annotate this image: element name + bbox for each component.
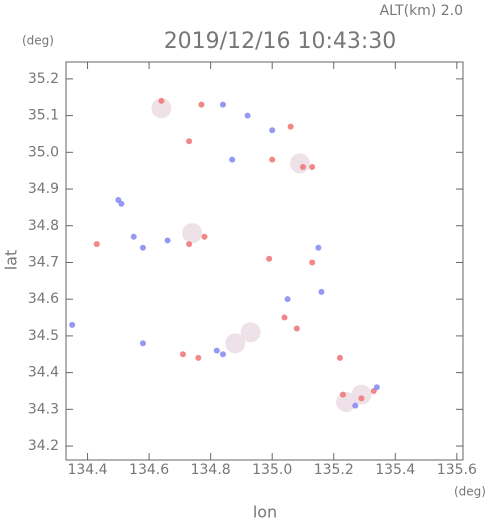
echo-point xyxy=(336,354,343,361)
echo-point xyxy=(287,123,294,130)
y-tick-label: 35.0 xyxy=(28,144,59,160)
echo-point xyxy=(244,112,251,119)
echo-point xyxy=(158,97,165,104)
echo-point xyxy=(309,259,316,266)
x-axis-label: lon xyxy=(253,503,277,521)
x-tick-label: 134.6 xyxy=(129,462,169,478)
echo-point xyxy=(318,288,325,295)
echo-point xyxy=(284,296,291,303)
echo-point xyxy=(186,241,193,248)
x-tick-label: 135.2 xyxy=(314,462,354,478)
y-tick-label: 34.5 xyxy=(28,328,59,344)
echo-point xyxy=(219,351,226,358)
y-tick-label: 34.6 xyxy=(28,291,59,307)
chart-title: 2019/12/16 10:43:30 xyxy=(164,29,397,54)
y-tick-label: 34.4 xyxy=(28,365,59,381)
echo-point xyxy=(269,127,276,134)
y-axis-label: lat xyxy=(2,250,21,271)
echo-point xyxy=(93,241,100,248)
echo-point xyxy=(289,153,310,174)
echo-point xyxy=(186,138,193,145)
y-tick-label: 34.2 xyxy=(28,438,59,454)
x-unit: (deg) xyxy=(454,485,486,499)
y-tick-label: 34.7 xyxy=(28,254,59,270)
echo-point xyxy=(240,322,261,343)
echo-point xyxy=(139,244,146,251)
echo-point xyxy=(179,351,186,358)
echo-point xyxy=(164,237,171,244)
x-tick-label: 135.6 xyxy=(437,462,477,478)
echo-point xyxy=(269,156,276,163)
echo-point xyxy=(309,164,316,171)
y-unit: (deg) xyxy=(22,34,54,48)
echo-point xyxy=(69,321,76,328)
echo-point xyxy=(219,101,226,108)
echo-point xyxy=(281,314,288,321)
echo-point xyxy=(293,325,300,332)
x-tick-label: 134.8 xyxy=(191,462,231,478)
echo-point xyxy=(118,200,125,207)
echo-point xyxy=(339,391,346,398)
echo-point xyxy=(195,354,202,361)
x-tick-label: 134.4 xyxy=(67,462,107,478)
echo-point xyxy=(266,255,273,262)
echo-point xyxy=(299,164,306,171)
echo-point xyxy=(201,233,208,240)
y-tick-label: 34.8 xyxy=(28,218,59,234)
plot-frame xyxy=(65,61,464,461)
echo-point xyxy=(229,156,236,163)
echo-point xyxy=(352,402,359,409)
y-tick-label: 35.2 xyxy=(28,71,59,87)
echo-point xyxy=(151,98,172,119)
altitude-label: ALT(km) 2.0 xyxy=(380,3,463,19)
echo-point xyxy=(351,384,372,405)
x-tick-label: 135.4 xyxy=(375,462,415,478)
echo-point xyxy=(182,223,203,244)
y-tick-label: 34.9 xyxy=(28,181,59,197)
y-tick-label: 34.3 xyxy=(28,401,59,417)
echo-point xyxy=(139,340,146,347)
echo-point xyxy=(373,384,380,391)
echo-point xyxy=(315,244,322,251)
echo-point xyxy=(225,333,246,354)
echo-point xyxy=(130,233,137,240)
y-tick-label: 35.1 xyxy=(28,108,59,124)
echo-point xyxy=(358,395,365,402)
echo-point xyxy=(198,101,205,108)
echo-point xyxy=(336,391,357,412)
x-tick-label: 135.0 xyxy=(252,462,292,478)
echo-point xyxy=(213,347,220,354)
